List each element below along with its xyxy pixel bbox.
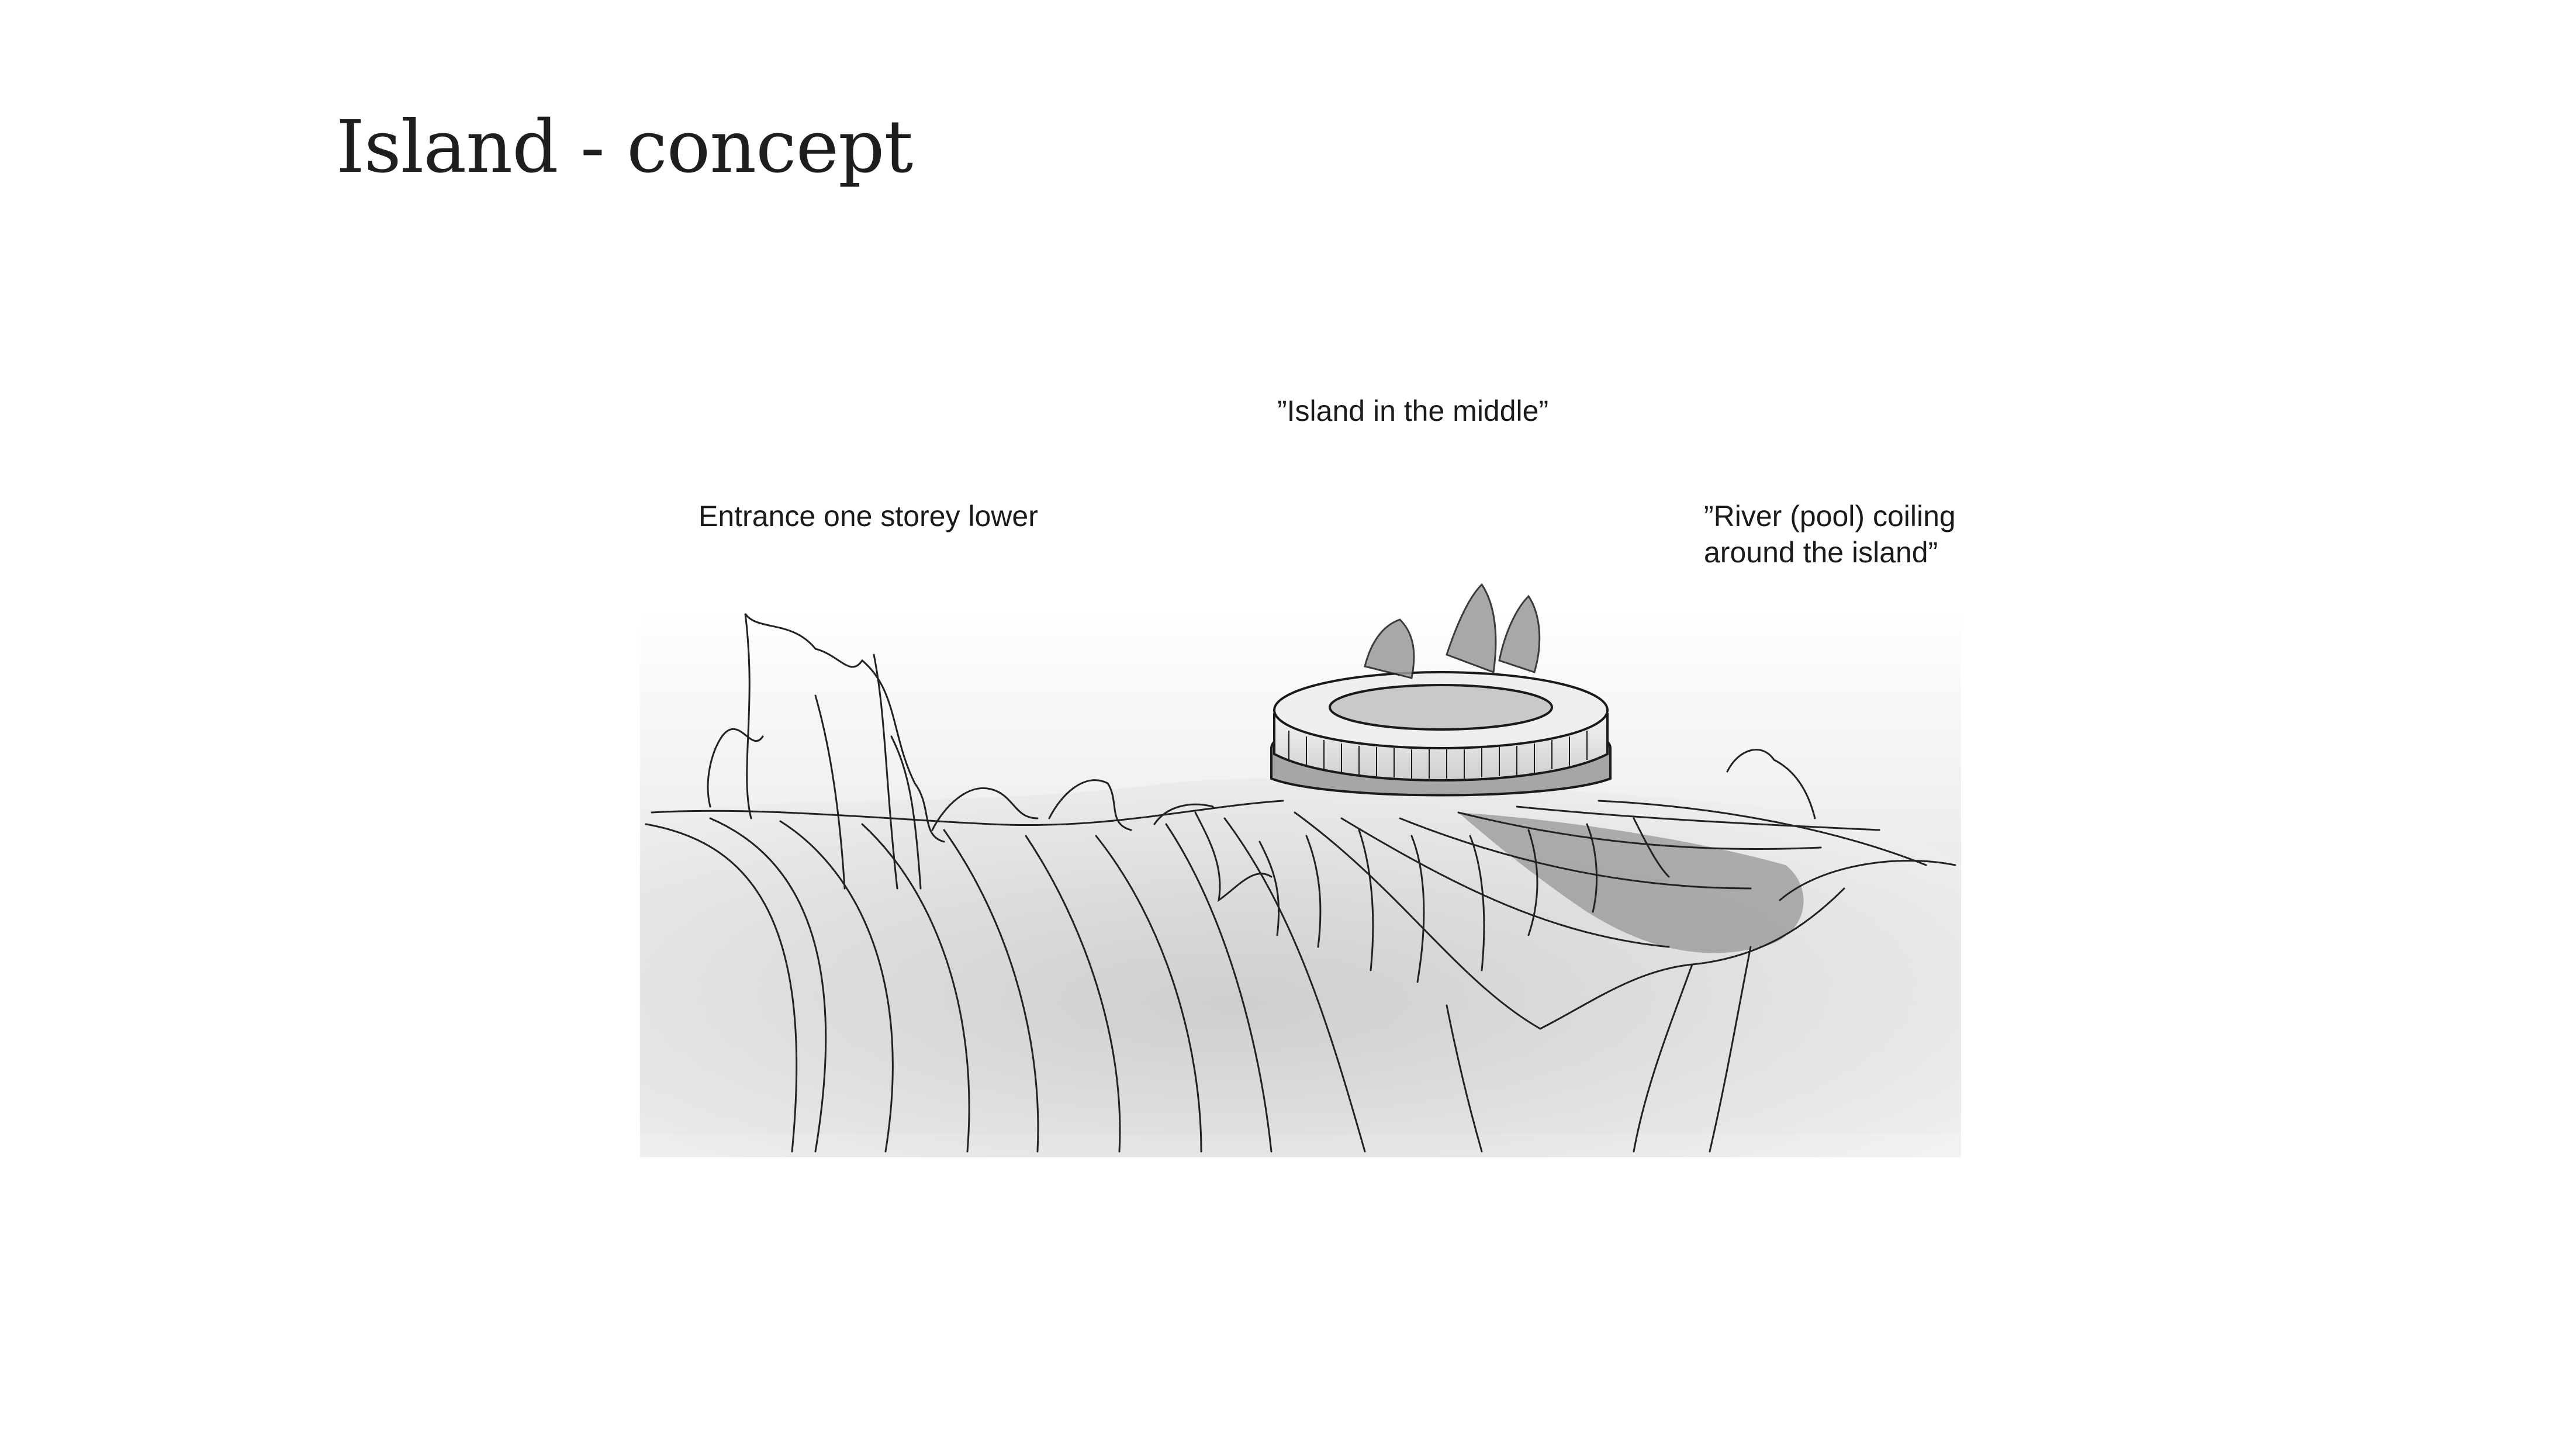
slide-title: Island - concept bbox=[336, 105, 913, 189]
annotation-entrance: Entrance one storey lower bbox=[699, 500, 1038, 532]
hill-shading bbox=[640, 778, 1961, 1157]
annotation-island-in-the-middle: ”Island in the middle” bbox=[1277, 395, 1549, 427]
island-building bbox=[1270, 671, 1612, 797]
ring-hatching bbox=[1288, 731, 1588, 779]
annotation-river-line-1: ”River (pool) coiling bbox=[1704, 500, 1956, 532]
river-pool-shadow bbox=[1458, 812, 1804, 953]
concept-sketch bbox=[640, 583, 1961, 1157]
annotation-river-line-2: around the island” bbox=[1704, 536, 1938, 569]
island-ring-inner bbox=[1329, 684, 1553, 731]
central-vegetation bbox=[1194, 749, 1816, 983]
courtyard-trees bbox=[1364, 583, 1541, 679]
vegetation-scribbles bbox=[707, 613, 1214, 890]
terrain-contours bbox=[645, 800, 1956, 1153]
annotation-river-pool: ”River (pool) coiling around the island” bbox=[1704, 498, 1956, 570]
